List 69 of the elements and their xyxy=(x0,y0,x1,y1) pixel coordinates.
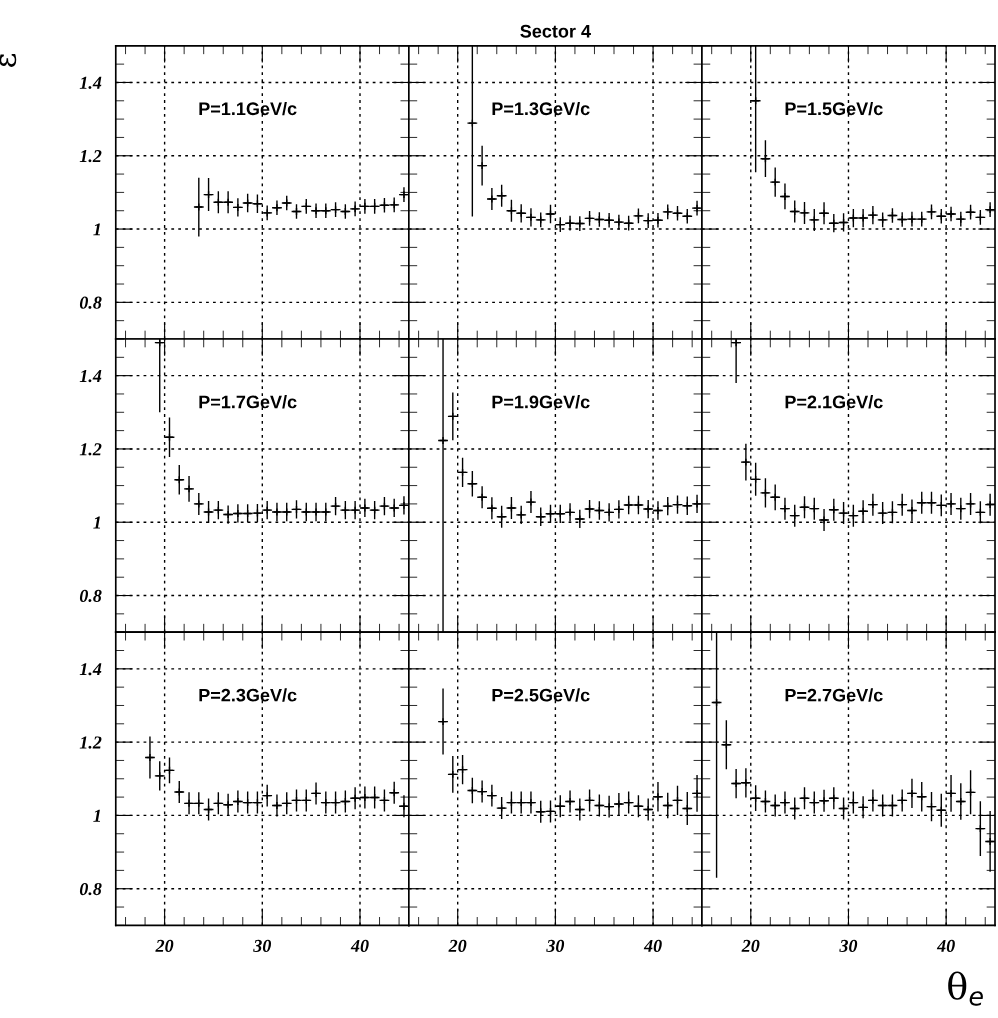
y-tick-label: 1.4 xyxy=(79,663,102,676)
y-tick-label: 1 xyxy=(93,516,101,529)
x-tick-label: 30 xyxy=(546,939,565,952)
y-axis-title: ε xyxy=(0,53,17,67)
point xyxy=(263,208,272,218)
x-tick-label: 20 xyxy=(741,939,760,952)
x-tick-label: 20 xyxy=(155,939,174,952)
point xyxy=(927,207,936,216)
x-tick-label: 30 xyxy=(253,939,272,952)
point xyxy=(634,211,643,221)
y-tick-label: 0.8 xyxy=(79,589,102,603)
annotation: P=1.1GeV/c xyxy=(199,101,297,116)
annotation: P=1.9GeV/c xyxy=(492,395,590,409)
y-tick-label: 1 xyxy=(93,809,101,822)
annotation: P=1.3GeV/c xyxy=(492,101,590,116)
point xyxy=(956,214,965,224)
x-tick-label: 40 xyxy=(643,939,662,952)
point xyxy=(272,203,282,212)
x-tick-label: 20 xyxy=(448,939,467,952)
annotation: P=2.7GeV/c xyxy=(785,688,883,702)
point xyxy=(653,792,663,801)
point xyxy=(819,209,829,218)
point xyxy=(399,802,409,811)
point xyxy=(497,803,506,813)
chart-title: Sector 4 xyxy=(520,24,591,38)
y-tick-label: 0.8 xyxy=(79,296,102,309)
point xyxy=(771,177,780,187)
annotation: P=2.1GeV/c xyxy=(785,395,883,409)
point xyxy=(448,412,457,421)
point xyxy=(810,215,819,225)
point xyxy=(194,499,203,509)
point xyxy=(194,202,203,212)
y-tick-label: 1.2 xyxy=(79,150,102,163)
point xyxy=(184,484,194,494)
point xyxy=(282,198,291,208)
point xyxy=(517,510,526,520)
point xyxy=(966,499,975,509)
point xyxy=(468,118,477,128)
point xyxy=(546,209,555,219)
annotation: P=1.7GeV/c xyxy=(199,395,297,409)
point xyxy=(526,497,536,507)
point xyxy=(575,514,584,524)
point xyxy=(155,771,164,781)
x-tick-label: 40 xyxy=(350,939,369,952)
point xyxy=(175,787,184,797)
x-axis-title: θ$_{e}$ xyxy=(948,971,983,1006)
y-tick-label: 0.8 xyxy=(79,882,102,896)
point xyxy=(507,503,516,513)
point xyxy=(858,507,868,516)
annotation: P=2.3GeV/c xyxy=(199,688,297,702)
point xyxy=(878,215,887,225)
y-tick-label: 1.2 xyxy=(79,443,102,456)
y-tick-label: 1.4 xyxy=(79,76,102,89)
annotation: P=2.5GeV/c xyxy=(492,688,590,702)
x-tick-label: 40 xyxy=(936,939,955,952)
point xyxy=(331,501,340,511)
point xyxy=(819,515,829,525)
point xyxy=(761,488,770,498)
point xyxy=(487,504,497,513)
annotation: P=1.5GeV/c xyxy=(785,101,883,116)
point xyxy=(966,208,975,217)
point xyxy=(390,788,399,797)
point xyxy=(741,457,751,467)
point xyxy=(800,794,809,803)
point xyxy=(477,493,487,502)
x-tick-label: 30 xyxy=(839,939,858,952)
y-tick-label: 1 xyxy=(93,223,101,236)
y-tick-label: 1.4 xyxy=(79,369,102,383)
y-tick-label: 1.2 xyxy=(79,736,102,749)
